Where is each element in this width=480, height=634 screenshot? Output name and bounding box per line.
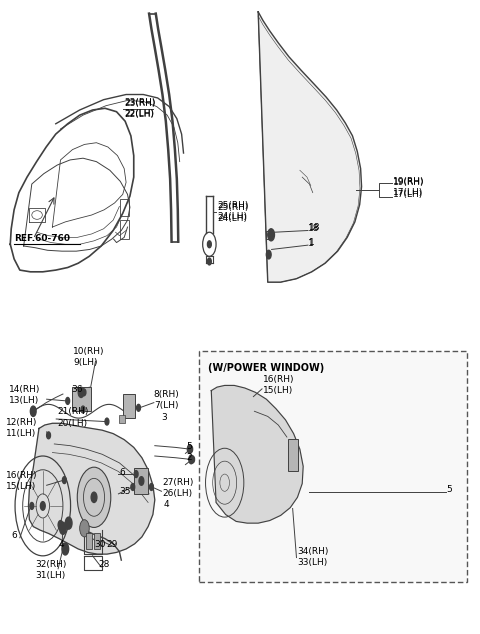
Text: 25(RH): 25(RH) [217,201,249,210]
Text: 23(RH): 23(RH) [124,98,156,107]
Text: 19(RH): 19(RH) [393,178,425,188]
Text: 23(RH): 23(RH) [124,100,156,108]
Text: 5: 5 [446,485,452,494]
Bar [120,220,129,239]
Circle shape [187,445,192,453]
Text: 1: 1 [308,239,314,248]
Circle shape [30,503,34,509]
Circle shape [304,489,309,498]
Text: 10(RH): 10(RH) [73,347,105,356]
Bar [120,198,129,216]
Text: 24(LH): 24(LH) [217,212,247,221]
Text: 24(LH): 24(LH) [217,214,247,223]
Text: 22(LH): 22(LH) [124,110,154,119]
Circle shape [62,543,69,555]
Bar [120,415,125,424]
Circle shape [139,477,144,485]
Text: 3: 3 [161,413,167,422]
Text: 15(LH): 15(LH) [6,482,36,491]
Text: 13(LH): 13(LH) [9,396,39,405]
Circle shape [189,446,192,453]
Text: 12(RH): 12(RH) [5,418,37,427]
Circle shape [91,492,97,503]
Text: 31(LH): 31(LH) [35,571,65,580]
Text: 2: 2 [186,453,192,462]
Circle shape [134,470,138,477]
Polygon shape [258,12,361,282]
Circle shape [268,229,275,241]
Text: 33(LH): 33(LH) [298,558,328,567]
Circle shape [40,501,45,510]
Bar [288,439,299,472]
Circle shape [266,250,271,259]
Text: 14(RH): 14(RH) [9,385,41,394]
Text: 32(RH): 32(RH) [35,560,67,569]
Bar [134,468,148,494]
Circle shape [47,432,50,439]
Text: 16(RH): 16(RH) [6,471,38,480]
Text: 4: 4 [163,500,169,509]
Text: (W/POWER WINDOW): (W/POWER WINDOW) [208,363,324,373]
Circle shape [78,387,84,398]
Text: 15(LH): 15(LH) [263,386,293,395]
Text: 34(RH): 34(RH) [298,547,329,556]
Text: 29: 29 [106,540,118,549]
Text: 21(RH): 21(RH) [57,408,88,417]
Circle shape [77,467,111,527]
Circle shape [80,520,89,537]
Circle shape [62,477,66,484]
Text: 6: 6 [120,468,125,477]
Text: 11(LH): 11(LH) [5,429,36,438]
Circle shape [150,484,154,491]
Circle shape [58,521,63,529]
Circle shape [291,505,295,512]
Text: 18: 18 [308,224,320,233]
Text: REF.60-760: REF.60-760 [14,233,70,243]
Text: 28: 28 [98,560,110,569]
Polygon shape [28,424,155,554]
Bar [72,387,91,411]
Text: 19(RH): 19(RH) [393,177,425,186]
Circle shape [30,406,36,417]
Text: 4: 4 [58,540,64,549]
Bar [86,533,92,549]
Text: 9(LH): 9(LH) [73,358,98,367]
Text: 22(LH): 22(LH) [124,109,154,118]
Circle shape [105,418,109,425]
Circle shape [291,451,296,460]
Text: 27(RH): 27(RH) [162,478,194,487]
Text: 5: 5 [186,442,192,451]
Circle shape [131,484,135,491]
Text: 36: 36 [72,385,83,394]
Circle shape [189,455,193,463]
FancyBboxPatch shape [199,351,468,581]
Bar [123,394,135,418]
Text: 20(LH): 20(LH) [57,418,87,427]
Circle shape [82,389,86,396]
Circle shape [207,258,211,265]
Circle shape [207,241,211,248]
Text: 35: 35 [120,486,131,496]
Text: 30: 30 [95,540,106,549]
Bar [94,533,100,549]
Polygon shape [211,385,303,523]
Circle shape [81,406,85,413]
Text: 7(LH): 7(LH) [154,401,179,410]
Circle shape [251,394,254,401]
Circle shape [65,517,72,529]
Circle shape [137,404,141,411]
Circle shape [60,522,66,534]
Text: 6: 6 [11,531,17,540]
Circle shape [66,398,70,404]
Text: 26(LH): 26(LH) [162,489,192,498]
Text: 25(RH): 25(RH) [217,203,249,212]
Text: 17(LH): 17(LH) [393,188,423,197]
Text: 18: 18 [309,223,321,232]
Text: 1: 1 [309,238,315,247]
Text: 16(RH): 16(RH) [263,375,294,384]
Circle shape [191,456,194,463]
Text: 17(LH): 17(LH) [393,190,423,198]
Text: 8(RH): 8(RH) [154,390,180,399]
